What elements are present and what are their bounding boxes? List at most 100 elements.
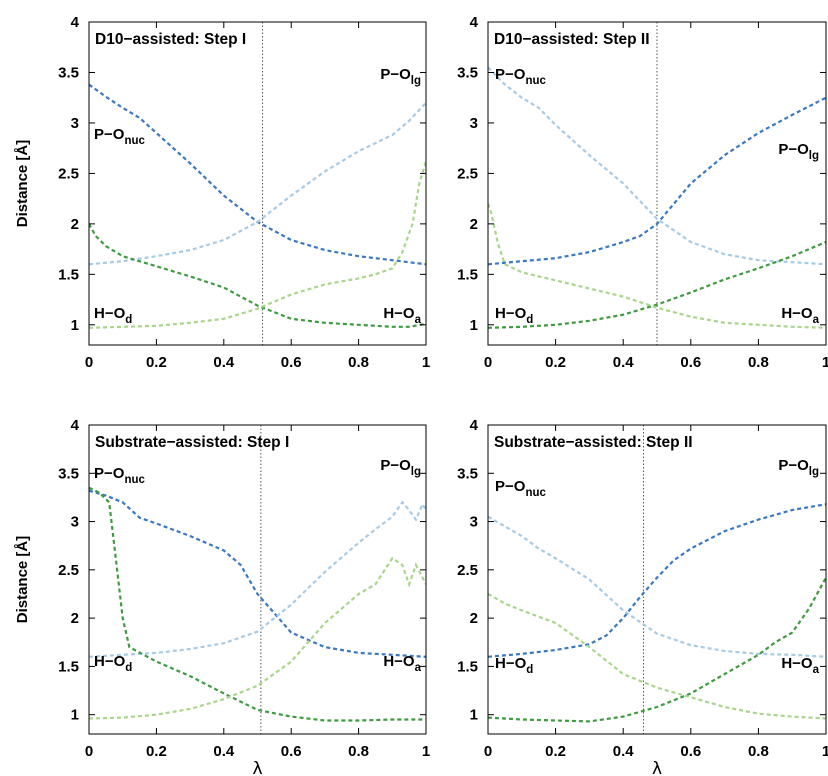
y-tick-label: 2.5 — [58, 562, 79, 579]
series-line-light-green — [488, 203, 826, 329]
x-tick-label: 1 — [422, 743, 430, 760]
y-tick-label: 1.5 — [457, 266, 478, 283]
y-tick-label: 1 — [71, 707, 79, 724]
y-tick-label: 3.5 — [457, 64, 478, 81]
x-tick-label: 0.4 — [213, 354, 235, 371]
series-line-dark-green — [89, 486, 426, 722]
x-tick-label: 0.2 — [545, 354, 566, 371]
x-tick-label: 0.2 — [146, 354, 167, 371]
y-tick-label: 4 — [470, 417, 479, 434]
bond-label: P−Onuc — [495, 478, 546, 499]
x-tick-label: 0.8 — [348, 354, 369, 371]
x-tick-label: 0.6 — [680, 354, 701, 371]
y-tick-label: 4 — [71, 417, 80, 434]
y-tick-label: 1 — [71, 317, 79, 334]
series-line-dark-blue — [488, 96, 826, 266]
plot-frame — [487, 424, 827, 735]
panel-title: Substrate−assisted: Step I — [95, 434, 289, 451]
series-line-dark-blue — [89, 83, 426, 266]
series-line-dark-blue — [488, 503, 826, 658]
y-tick-label: 1.5 — [58, 658, 79, 675]
bond-label: P−Olg — [778, 141, 819, 162]
bond-label: H−Oa — [781, 655, 819, 676]
series-line-light-green — [89, 160, 426, 329]
bond-label: P−Onuc — [94, 126, 145, 147]
y-tick-label: 3.5 — [457, 465, 478, 482]
bond-label: H−Od — [495, 305, 533, 326]
y-tick-label: 2.5 — [457, 165, 478, 182]
y-tick-label: 2 — [470, 216, 478, 233]
bond-label: H−Oa — [383, 305, 421, 326]
x-tick-label: 0.4 — [213, 743, 235, 760]
bond-label: H−Oa — [781, 305, 819, 326]
x-tick-label: 0.2 — [545, 743, 566, 760]
y-tick-label: 3.5 — [58, 64, 79, 81]
x-tick-label: 0.2 — [146, 743, 167, 760]
x-tick-label: 1 — [822, 743, 828, 760]
panel-title: Substrate−assisted: Step II — [494, 434, 693, 451]
x-tick-label: 1 — [422, 354, 430, 371]
y-tick-label: 2 — [71, 610, 79, 627]
bond-label: P−Olg — [778, 457, 819, 478]
x-tick-label: 1 — [822, 354, 828, 371]
y-tick-label: 4 — [470, 14, 479, 31]
y-tick-label: 3 — [470, 115, 478, 132]
y-axis-label: Distance [Å] — [14, 140, 31, 228]
series-line-dark-blue — [89, 489, 426, 658]
series-line-light-blue — [89, 101, 426, 266]
y-tick-label: 2 — [470, 610, 478, 627]
series-line-light-blue — [488, 515, 826, 658]
panel-title: D10−assisted: Step I — [95, 31, 246, 48]
series-line-dark-green — [89, 223, 426, 328]
series-line-dark-green — [488, 240, 826, 329]
x-tick-label: 0.4 — [613, 743, 635, 760]
text-layer: 1 1.5 2 2.5 3 3.5 4 0 0.2 0.4 0.6 0.8 1 D10−assisted:… — [14, 14, 828, 776]
y-tick-label: 3 — [71, 115, 79, 132]
y-tick-label: 1 — [470, 707, 478, 724]
y-tick-label: 2.5 — [457, 562, 478, 579]
x-axis-label: λ — [652, 759, 662, 776]
bond-label: H−Oa — [383, 653, 421, 674]
x-tick-label: 0 — [85, 354, 93, 371]
bond-label: P−Olg — [380, 457, 421, 478]
y-tick-label: 2 — [71, 216, 79, 233]
y-tick-label: 1 — [470, 317, 478, 334]
x-tick-label: 0.4 — [613, 354, 635, 371]
y-tick-label: 1.5 — [457, 658, 478, 675]
frame-layer — [88, 21, 827, 735]
bond-label: H−Od — [495, 655, 533, 676]
x-tick-label: 0.8 — [748, 743, 769, 760]
x-tick-label: 0.6 — [281, 354, 302, 371]
bond-label: H−Od — [94, 653, 132, 674]
x-tick-label: 0.6 — [680, 743, 701, 760]
x-tick-label: 0 — [484, 354, 492, 371]
series-layer — [89, 22, 826, 734]
y-tick-label: 1.5 — [58, 266, 79, 283]
series-line-light-green — [488, 593, 826, 720]
bond-label: H−Od — [94, 305, 132, 326]
x-tick-label: 0.8 — [348, 743, 369, 760]
plot-frame — [88, 424, 427, 735]
y-tick-label: 3 — [470, 514, 478, 531]
x-tick-label: 0 — [85, 743, 93, 760]
x-tick-label: 0 — [484, 743, 492, 760]
y-axis-label: Distance [Å] — [14, 536, 31, 624]
bond-label: P−Olg — [380, 66, 421, 87]
x-tick-label: 0.8 — [748, 354, 769, 371]
y-tick-label: 3.5 — [58, 465, 79, 482]
plot-frame — [88, 21, 427, 346]
plot-frame — [487, 21, 827, 346]
y-tick-label: 4 — [71, 14, 80, 31]
x-tick-label: 0.6 — [281, 743, 302, 760]
y-tick-label: 3 — [71, 514, 79, 531]
x-axis-label: λ — [252, 759, 262, 776]
bond-label: P−Onuc — [495, 66, 546, 87]
panel-title: D10−assisted: Step II — [494, 31, 650, 48]
y-tick-label: 2.5 — [58, 165, 79, 182]
series-line-dark-green — [488, 577, 826, 723]
series-line-light-green — [89, 556, 426, 720]
series-line-light-blue — [488, 66, 826, 266]
bond-label: P−Onuc — [94, 465, 145, 486]
series-line-light-blue — [89, 500, 426, 658]
